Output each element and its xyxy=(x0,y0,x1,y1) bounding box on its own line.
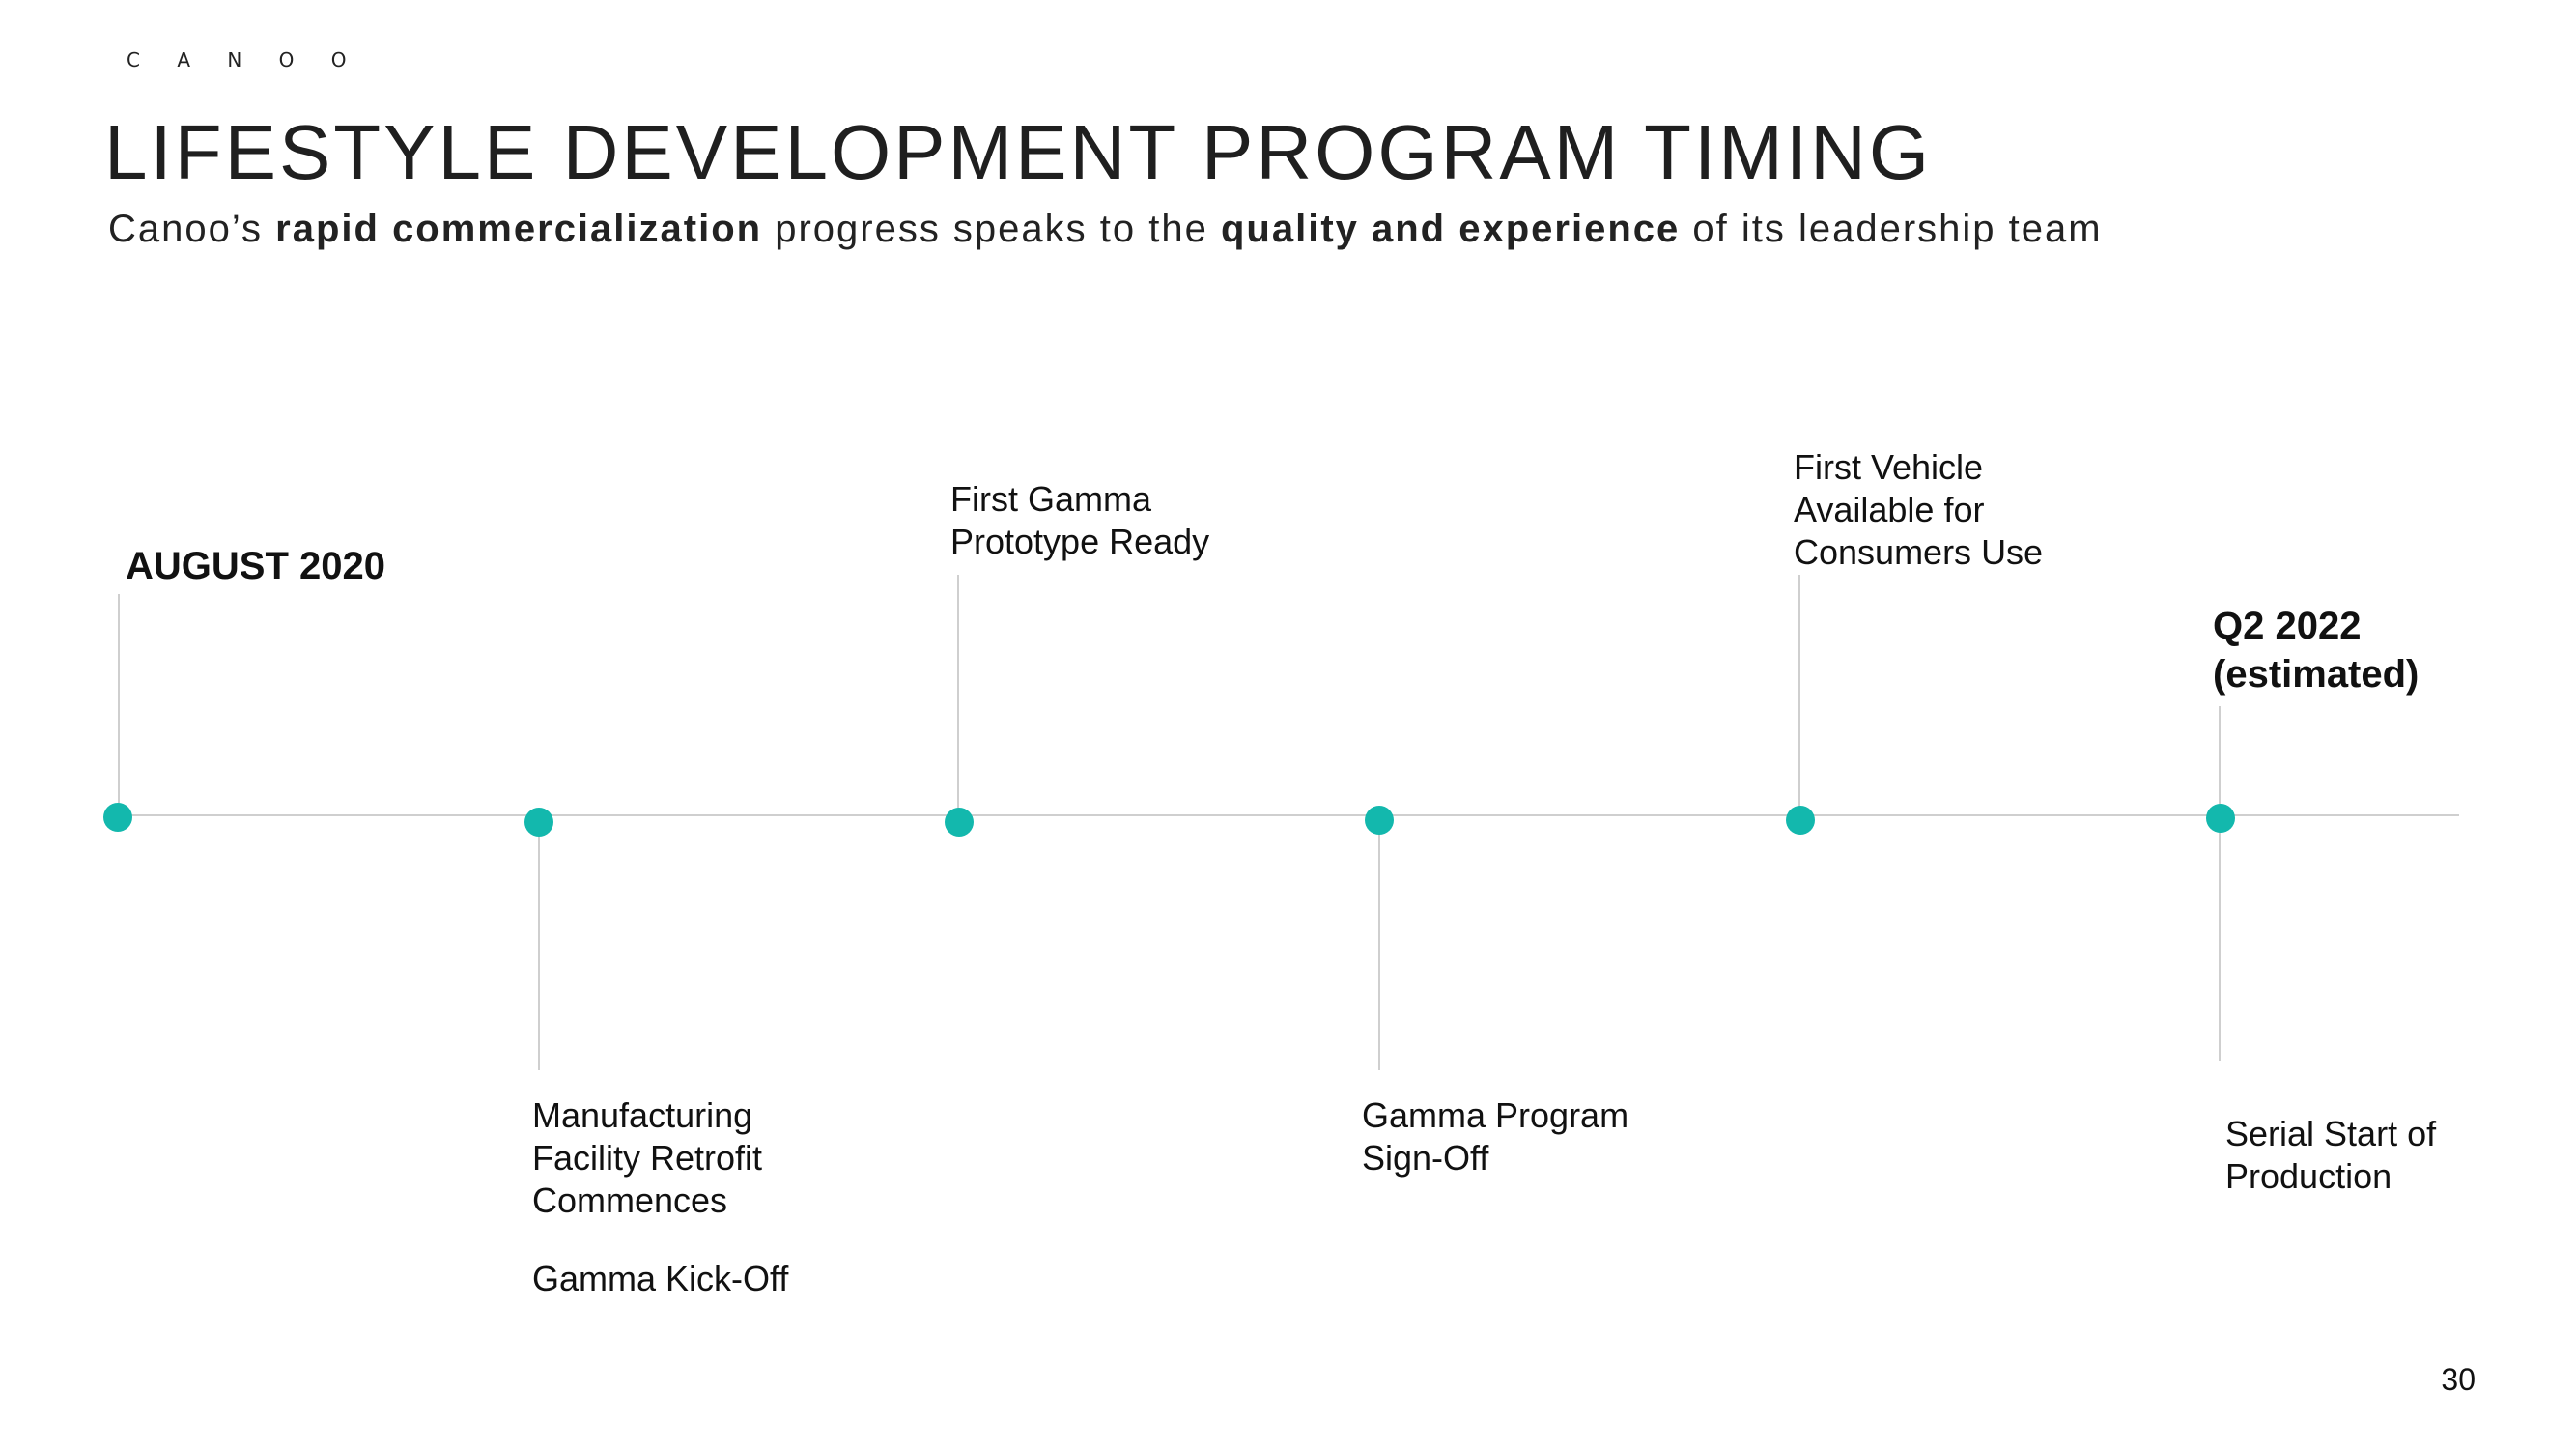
connector-prototype xyxy=(957,575,959,814)
connector-end xyxy=(2219,706,2221,1061)
page-number: 30 xyxy=(2441,1362,2476,1397)
milestone-label-kickoff: Gamma Kick-Off xyxy=(532,1259,789,1298)
brand-wordmark: C A N O O xyxy=(127,48,362,71)
connector-signoff xyxy=(1378,817,1380,1070)
milestone-dot-signoff xyxy=(1365,806,1394,835)
timeline-axis xyxy=(117,814,2459,816)
subtitle-bold-2: quality and experience xyxy=(1220,208,1681,250)
milestone-dot-end xyxy=(2206,804,2235,833)
timeline-end-label: Q2 2022 (estimated) xyxy=(2213,605,2420,696)
timeline-start-label: AUGUST 2020 xyxy=(126,545,385,587)
milestone-label-production: Serial Start of Production xyxy=(2225,1114,2437,1196)
milestone-label-consumer: First Vehicle Available for Consumers Us… xyxy=(1794,447,2044,572)
milestone-dot-start xyxy=(103,803,132,832)
connector-consumer xyxy=(1798,575,1800,814)
milestone-label-signoff: Gamma Program Sign-Off xyxy=(1362,1095,1629,1178)
milestone-label-prototype: First Gamma Prototype Ready xyxy=(950,479,1210,561)
connector-retrofit xyxy=(538,817,540,1070)
milestone-dot-consumer xyxy=(1786,806,1815,835)
milestone-dot-retrofit xyxy=(524,808,553,837)
page-subtitle: Canoo’s rapid commercialization progress… xyxy=(108,208,2103,251)
milestone-label-retrofit: Manufacturing Facility Retrofit Commence… xyxy=(532,1095,763,1220)
subtitle-text-3: of its leadership team xyxy=(1680,208,2103,250)
subtitle-text-2: progress speaks to the xyxy=(762,208,1221,250)
subtitle-bold-1: rapid commercialization xyxy=(275,208,763,250)
milestone-dot-prototype xyxy=(945,808,974,837)
connector-start xyxy=(118,594,120,814)
subtitle-text-1: Canoo’s xyxy=(108,208,276,250)
page-title: LIFESTYLE DEVELOPMENT PROGRAM TIMING xyxy=(104,109,1933,195)
